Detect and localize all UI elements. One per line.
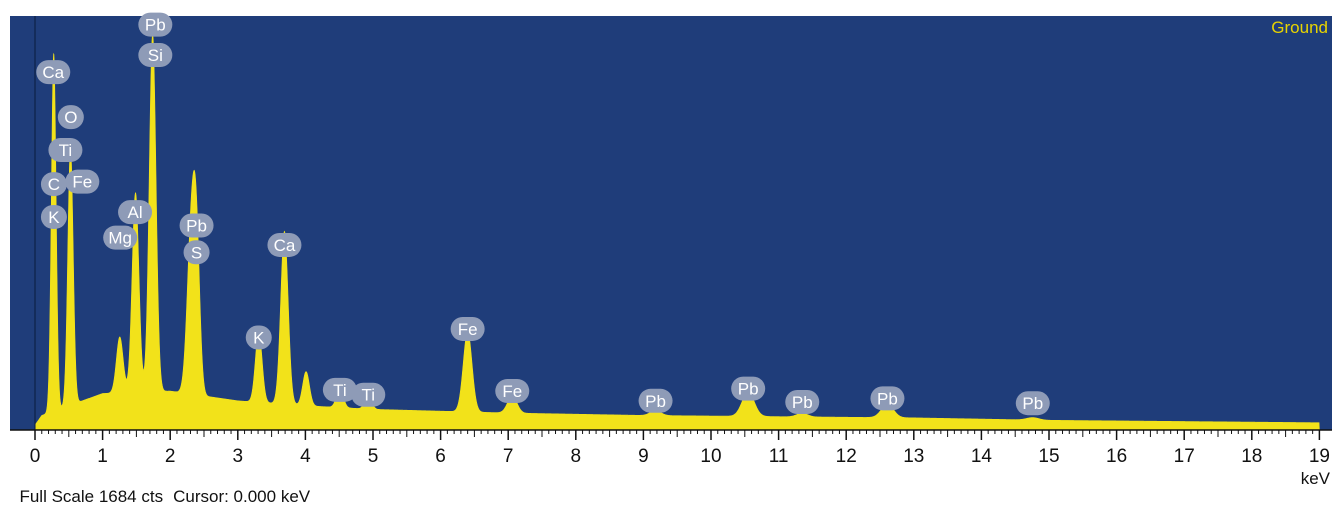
- element-label-text: Fe: [72, 173, 92, 192]
- element-label-text: C: [48, 175, 60, 194]
- element-label-fe: Fe: [65, 169, 100, 194]
- element-label-bubble: [267, 232, 302, 257]
- element-label-bubble: [1015, 391, 1050, 416]
- element-label-o: O: [57, 105, 84, 130]
- element-label-text: Si: [148, 46, 163, 65]
- element-label-ca: Ca: [267, 232, 302, 257]
- sample-label: Ground: [1271, 18, 1328, 37]
- x-tick-label: 5: [368, 446, 379, 467]
- x-tick-label: 9: [638, 446, 649, 467]
- element-label-text: Ti: [59, 141, 73, 160]
- x-tick-label: 17: [1174, 446, 1195, 467]
- element-label-k: K: [40, 204, 67, 229]
- element-label-ti: Ti: [322, 377, 357, 402]
- x-tick-label: 16: [1106, 446, 1127, 467]
- element-label-bubble: [138, 12, 173, 37]
- x-tick-label: 10: [700, 446, 721, 467]
- element-label-pb: Pb: [870, 386, 905, 411]
- element-label-text: Pb: [877, 389, 898, 408]
- element-label-bubble: [731, 376, 766, 401]
- element-label-bubble: [40, 172, 67, 197]
- full-scale-readout: Full Scale 1684 cts: [19, 487, 164, 506]
- element-label-si: Si: [138, 43, 173, 68]
- x-tick-label: 2: [165, 446, 176, 467]
- x-tick-label: 8: [571, 446, 582, 467]
- element-label-pb: Pb: [138, 12, 173, 37]
- spectrum-series-ground: [34, 33, 1320, 431]
- element-label-bubble: [183, 240, 210, 265]
- element-label-text: K: [253, 328, 265, 347]
- element-label-bubble: [785, 390, 820, 415]
- x-axis-unit: keV: [1300, 469, 1330, 488]
- element-label-pb: Pb: [1015, 391, 1050, 416]
- element-label-bubble: [103, 225, 138, 250]
- element-label-text: Ca: [274, 236, 296, 255]
- element-label-bubble: [40, 204, 67, 229]
- x-tick-label: 14: [971, 446, 993, 467]
- element-label-bubble: [495, 379, 530, 404]
- element-label-bubble: [48, 138, 83, 163]
- element-label-pb: Pb: [638, 388, 673, 413]
- element-label-pb: Pb: [731, 376, 766, 401]
- element-label-c: C: [40, 172, 67, 197]
- x-tick-label: 15: [1038, 446, 1059, 467]
- element-label-bubble: [57, 105, 84, 130]
- element-label-k: K: [245, 325, 272, 350]
- element-label-bubble: [245, 325, 272, 350]
- element-label-bubble: [322, 377, 357, 402]
- element-label-text: O: [64, 108, 77, 127]
- element-label-text: Mg: [108, 229, 132, 248]
- element-label-ca: Ca: [36, 60, 71, 85]
- element-label-ti: Ti: [48, 138, 83, 163]
- x-tick-label: 1: [97, 446, 108, 467]
- element-label-text: Pb: [645, 392, 666, 411]
- element-label-al: Al: [118, 200, 153, 225]
- x-tick-label: 6: [435, 446, 446, 467]
- element-label-ti: Ti: [351, 382, 386, 407]
- element-label-text: Fe: [502, 382, 522, 401]
- element-label-bubble: [179, 213, 214, 238]
- x-tick-label: 13: [903, 446, 924, 467]
- element-label-bubble: [118, 200, 153, 225]
- element-label-bubble: [351, 382, 386, 407]
- x-tick-label: 11: [769, 446, 789, 467]
- element-label-s: S: [183, 240, 210, 265]
- element-label-bubble: [638, 388, 673, 413]
- x-tick-label: 12: [836, 446, 857, 467]
- element-label-text: Pb: [145, 16, 166, 35]
- element-label-text: Pb: [1022, 394, 1043, 413]
- element-label-text: Pb: [792, 393, 813, 412]
- element-label-text: Pb: [186, 216, 207, 235]
- element-label-pb: Pb: [179, 213, 214, 238]
- element-label-text: Ti: [333, 381, 347, 400]
- x-tick-label: 7: [503, 446, 514, 467]
- element-label-text: Ti: [362, 386, 376, 405]
- element-label-bubble: [450, 316, 485, 341]
- x-tick-label: 18: [1241, 446, 1262, 467]
- plot-area: [10, 16, 1332, 430]
- spectrum-chart: Ca O Ti C Fe K Al Mg Pb Si Pb S Ca K Fe Ti Ti Fe Pb Pb Pb Pb P…: [10, 12, 1332, 467]
- x-tick-label: 4: [300, 446, 311, 467]
- element-label-bubble: [65, 169, 100, 194]
- element-label-text: Ca: [42, 63, 64, 82]
- x-tick-label: 0: [30, 446, 41, 467]
- status-readout: Full Scale 1684 cts Cursor: 0.000 keV: [10, 470, 320, 506]
- element-label-bubble: [36, 60, 71, 85]
- element-label-fe: Fe: [450, 316, 485, 341]
- element-label-bubble: [138, 43, 173, 68]
- element-label-pb: Pb: [785, 390, 820, 415]
- element-label-text: K: [48, 208, 60, 227]
- element-label-bubble: [870, 386, 905, 411]
- element-label-fe: Fe: [495, 379, 530, 404]
- element-label-text: Fe: [458, 320, 478, 339]
- element-label-text: Al: [127, 203, 142, 222]
- element-label-text: Pb: [738, 380, 759, 399]
- element-label-text: S: [191, 243, 202, 262]
- x-tick-label: 19: [1309, 446, 1330, 467]
- cursor-readout: Cursor: 0.000 keV: [173, 487, 311, 506]
- element-label-mg: Mg: [103, 225, 138, 250]
- x-tick-label: 3: [233, 446, 244, 467]
